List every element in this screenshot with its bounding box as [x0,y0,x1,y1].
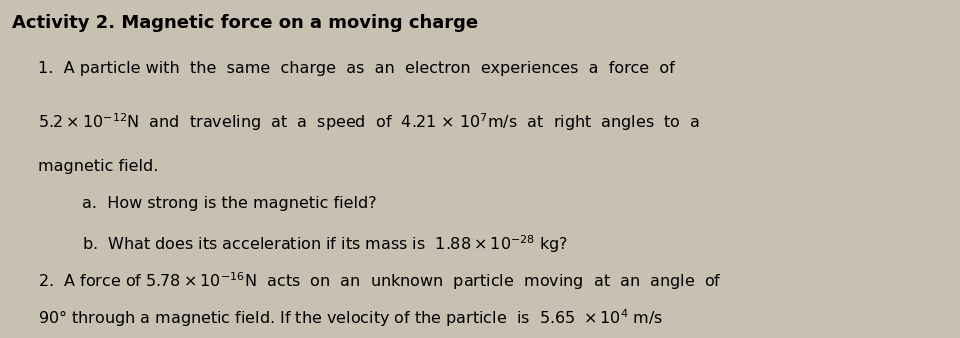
Text: magnetic field.: magnetic field. [38,159,158,174]
Text: Activity 2. Magnetic force on a moving charge: Activity 2. Magnetic force on a moving c… [12,14,479,31]
Text: 1.  A particle with  the  same  charge  as  an  electron  experiences  a  force : 1. A particle with the same charge as an… [38,61,675,76]
Text: b.  What does its acceleration if its mass is  $1.88 \times 10^{-28}$ kg?: b. What does its acceleration if its mas… [82,233,567,255]
Text: $5.2 \times 10^{-12}$N  and  traveling  at  a  speed  of  4.21 $\times$ $10^{7}$: $5.2 \times 10^{-12}$N and traveling at … [38,112,701,133]
Text: 90° through a magnetic field. If the velocity of the particle  is  $5.65\ \times: 90° through a magnetic field. If the vel… [38,308,663,329]
Text: 2.  A force of $5.78 \times 10^{-16}$N  acts  on  an  unknown  particle  moving : 2. A force of $5.78 \times 10^{-16}$N ac… [38,270,722,292]
Text: a.  How strong is the magnetic field?: a. How strong is the magnetic field? [82,196,376,211]
